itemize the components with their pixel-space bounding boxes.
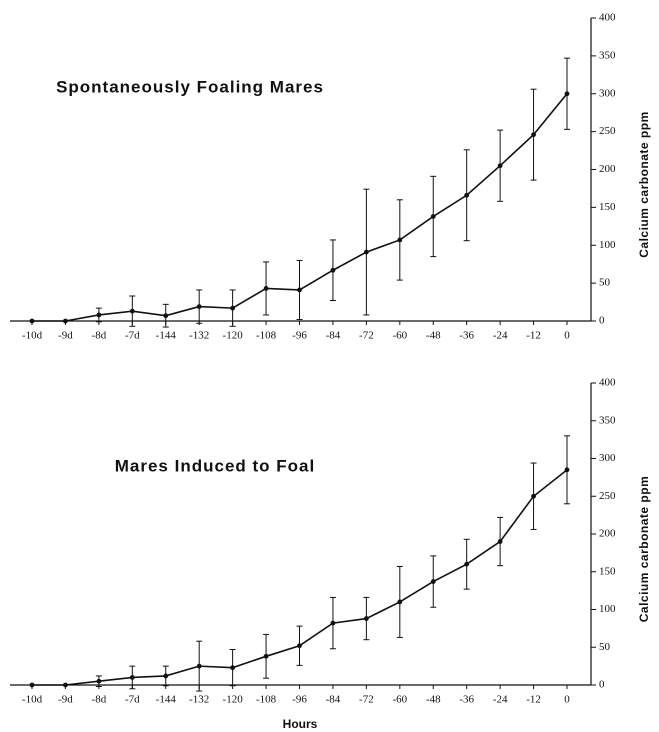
data-point: [564, 91, 570, 97]
data-point: [196, 304, 202, 310]
y-tick-label: 50: [599, 277, 611, 289]
data-point: [163, 313, 169, 319]
x-tick-label: -36: [459, 694, 474, 706]
y-tick-label: 100: [599, 239, 616, 251]
y-tick-label: 50: [599, 641, 611, 653]
x-tick-label: -12: [526, 694, 541, 706]
data-point: [531, 132, 536, 138]
x-tick-label: -9d: [58, 330, 73, 342]
x-tick-label: -24: [493, 330, 508, 342]
x-tick-label: -132: [189, 330, 209, 342]
x-tick-label: -96: [292, 694, 307, 706]
data-point: [230, 305, 236, 311]
data-point: [430, 214, 436, 219]
data-point: [330, 620, 336, 626]
y-tick-label: 0: [599, 315, 605, 327]
x-tick-label: -132: [189, 694, 209, 706]
data-point: [330, 267, 336, 273]
data-point: [129, 675, 135, 680]
x-tick-label: -108: [256, 330, 277, 342]
x-tick-label: -72: [359, 330, 374, 342]
x-tick-label: -12: [526, 330, 541, 342]
y-tick-label: 400: [599, 12, 616, 24]
x-tick-label: -10d: [22, 330, 43, 342]
data-point: [230, 665, 236, 671]
x-tick-label: -144: [156, 330, 177, 342]
data-point: [430, 579, 436, 584]
x-tick-label: -48: [426, 330, 441, 342]
y-axis-label: Calcium carbonate ppm: [637, 111, 651, 258]
x-tick-label: -60: [392, 330, 407, 342]
x-tick-label: -120: [223, 330, 244, 342]
x-tick-label: 0: [564, 694, 570, 706]
y-tick-label: 0: [599, 679, 605, 691]
x-tick-label: -9d: [58, 694, 73, 706]
chart-title: Spontaneously Foaling Mares: [56, 77, 324, 96]
x-tick-label: -108: [256, 694, 277, 706]
y-tick-label: 150: [599, 201, 616, 213]
data-point: [263, 653, 269, 659]
data-point: [363, 249, 369, 255]
x-tick-label: -48: [426, 694, 441, 706]
chart-title: Mares Induced to Foal: [115, 456, 315, 475]
x-tick-label: -10d: [22, 694, 43, 706]
x-tick-label: -8d: [92, 330, 107, 342]
data-point: [497, 539, 503, 544]
data-point: [397, 237, 403, 243]
x-tick-label: -7d: [125, 330, 140, 342]
x-tick-label: 0: [564, 330, 570, 342]
x-tick-label: -36: [459, 330, 474, 342]
y-tick-label: 400: [599, 377, 616, 389]
y-tick-label: 200: [599, 528, 616, 540]
data-point: [564, 467, 570, 473]
y-axis-label: Calcium carbonate ppm: [637, 476, 651, 623]
x-tick-label: -7d: [125, 694, 140, 706]
y-tick-label: 350: [599, 414, 616, 426]
y-tick-label: 250: [599, 490, 616, 502]
y-tick-label: 250: [599, 125, 616, 137]
x-tick-label: -72: [359, 694, 374, 706]
y-tick-label: 350: [599, 49, 616, 61]
data-point: [129, 308, 135, 314]
data-point: [464, 192, 470, 198]
x-tick-label: -24: [493, 694, 508, 706]
data-point: [163, 673, 169, 679]
data-point: [297, 287, 302, 293]
data-point: [397, 599, 403, 605]
y-tick-label: 200: [599, 163, 616, 175]
x-tick-label: -120: [223, 694, 244, 706]
data-point: [464, 561, 470, 567]
y-tick-label: 300: [599, 452, 616, 464]
data-point: [531, 493, 536, 499]
data-point: [263, 286, 269, 291]
x-tick-label: -84: [326, 330, 341, 342]
x-tick-label: -84: [326, 694, 341, 706]
x-axis-label: Hours: [283, 717, 318, 731]
y-tick-label: 150: [599, 565, 616, 577]
x-tick-label: -60: [392, 694, 407, 706]
data-point: [96, 312, 102, 318]
data-point: [196, 663, 202, 669]
y-tick-label: 100: [599, 603, 616, 615]
y-tick-label: 300: [599, 87, 616, 99]
x-tick-label: -96: [292, 330, 307, 342]
x-tick-label: -144: [156, 694, 177, 706]
data-point: [363, 616, 369, 621]
data-point: [297, 643, 302, 649]
data-point: [497, 163, 503, 169]
data-point: [96, 678, 102, 684]
x-tick-label: -8d: [92, 694, 107, 706]
